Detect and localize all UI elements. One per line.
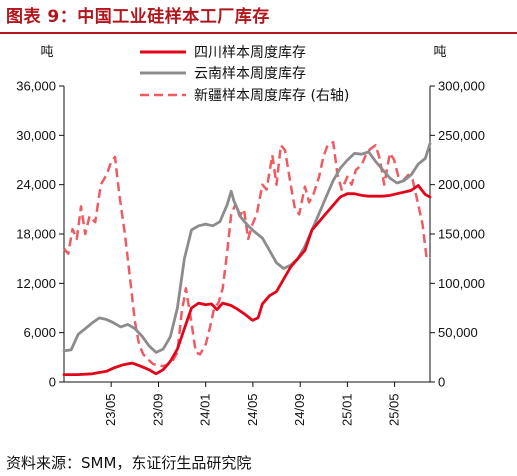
source-note: 资料来源：SMM，东证衍生品研究院 <box>6 454 252 472</box>
right-axis-unit: 吨 <box>433 45 446 60</box>
series-layer <box>62 140 432 376</box>
left-axis: 0 6,000 12,000 18,000 24,000 30,000 36,000 吨 <box>16 45 65 390</box>
series-line-xinjiang <box>63 140 431 368</box>
left-tick-label: 30,000 <box>16 128 56 143</box>
left-axis-unit: 吨 <box>40 45 53 60</box>
right-tick-label: 50,000 <box>438 325 478 340</box>
x-axis-ticks: 23/05 23/09 24/01 24/05 24/09 25/01 25/05 <box>103 382 402 426</box>
figure-title: 图表 9：中国工业硅样本工厂库存 <box>6 7 270 27</box>
left-tick-label: 24,000 <box>16 177 56 192</box>
x-tick-label: 23/05 <box>103 393 118 426</box>
right-tick-label: 200,000 <box>438 177 485 192</box>
legend-item-sichuan: 四川样本周度库存 <box>140 45 306 61</box>
x-tick-label: 24/09 <box>292 393 307 426</box>
right-tick-label: 250,000 <box>438 128 485 143</box>
x-tick-label: 25/05 <box>387 393 402 426</box>
series-line-yunnan <box>62 142 432 354</box>
left-tick-label: 6,000 <box>23 325 56 340</box>
title-rule <box>0 32 517 34</box>
right-axis: 0 50,000 100,000 150,000 200,000 250,000 300,0… <box>429 45 485 390</box>
x-tick-label: 23/09 <box>151 393 166 426</box>
right-tick-label: 100,000 <box>438 276 485 291</box>
right-tick-label: 0 <box>438 375 445 390</box>
x-tick-label: 24/01 <box>198 393 213 426</box>
left-tick-label: 36,000 <box>16 79 56 94</box>
legend-item-xinjiang: 新疆样本周度库存 (右轴) <box>140 88 349 104</box>
legend-label-yunnan: 云南样本周度库存 <box>194 66 306 82</box>
legend-item-yunnan: 云南样本周度库存 <box>140 66 306 82</box>
x-tick-label: 24/05 <box>245 393 260 426</box>
left-tick-label: 0 <box>49 375 56 390</box>
right-axis-ticks: 0 50,000 100,000 150,000 200,000 250,000 300,0… <box>430 79 485 390</box>
right-tick-label: 300,000 <box>438 79 485 94</box>
legend-label-sichuan: 四川样本周度库存 <box>194 45 306 61</box>
series-line-sichuan <box>62 184 432 376</box>
left-tick-label: 12,000 <box>16 276 56 291</box>
left-axis-ticks: 0 6,000 12,000 18,000 24,000 30,000 36,000 <box>16 79 64 390</box>
x-axis: 23/05 23/09 24/01 24/05 24/09 25/01 25/05 <box>64 381 430 426</box>
legend: 四川样本周度库存 云南样本周度库存 新疆样本周度库存 (右轴) <box>140 45 349 104</box>
right-tick-label: 150,000 <box>438 227 485 242</box>
left-tick-label: 18,000 <box>16 227 56 242</box>
x-tick-label: 25/01 <box>339 393 354 426</box>
legend-label-xinjiang: 新疆样本周度库存 (右轴) <box>194 88 349 104</box>
